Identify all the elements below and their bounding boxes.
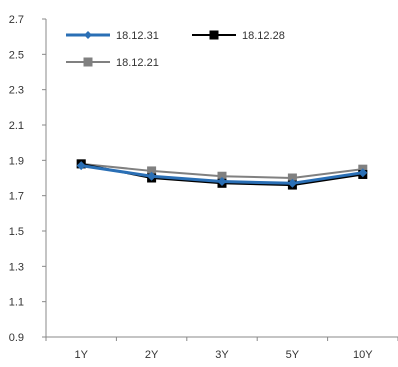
x-tick-label: 2Y [145,349,159,361]
y-tick-label: 1.7 [9,191,24,203]
data-point [76,161,86,171]
x-tick-label: 1Y [74,349,88,361]
y-tick-label: 2.1 [9,120,24,132]
legend-label: 18.12.28 [242,30,285,42]
x-tick-label: 10Y [353,349,373,361]
series-18.12.31 [76,161,368,188]
x-tick-label: 5Y [286,349,300,361]
legend: 18.12.31 18.12.28 18.12.21 [66,30,285,69]
data-point [217,177,227,187]
legend-item: 18.12.31 [66,30,159,42]
legend-item: 18.12.28 [192,30,285,42]
y-tick-label: 1.9 [9,155,24,167]
y-tick-label: 0.9 [9,332,24,344]
data-point [217,171,227,181]
data-point [287,178,297,188]
data-point [147,166,157,176]
legend-swatch-marker [209,30,219,40]
y-tick-label: 2.5 [9,49,24,61]
legend-label: 18.12.31 [116,30,159,42]
series-group [76,159,368,190]
legend-swatch-marker [84,31,92,39]
y-axis-ticks: 0.9 1.1 1.3 1.5 1.7 1.9 2.1 2.3 2.5 2.7 [9,14,46,344]
legend-swatch-marker [83,57,93,67]
x-tick-label: 3Y [215,349,229,361]
y-tick-label: 1.5 [9,226,24,238]
data-point [147,171,157,181]
y-tick-label: 1.3 [9,261,24,273]
y-tick-label: 2.7 [9,14,24,26]
y-tick-label: 1.1 [9,297,24,309]
legend-label: 18.12.21 [116,57,159,69]
y-tick-label: 2.3 [9,85,24,97]
x-axis-ticks: 1Y 2Y 3Y 5Y 10Y [45,337,398,361]
data-point [358,168,368,178]
legend-item: 18.12.21 [66,57,159,69]
data-point [287,173,297,183]
axes [45,19,398,338]
